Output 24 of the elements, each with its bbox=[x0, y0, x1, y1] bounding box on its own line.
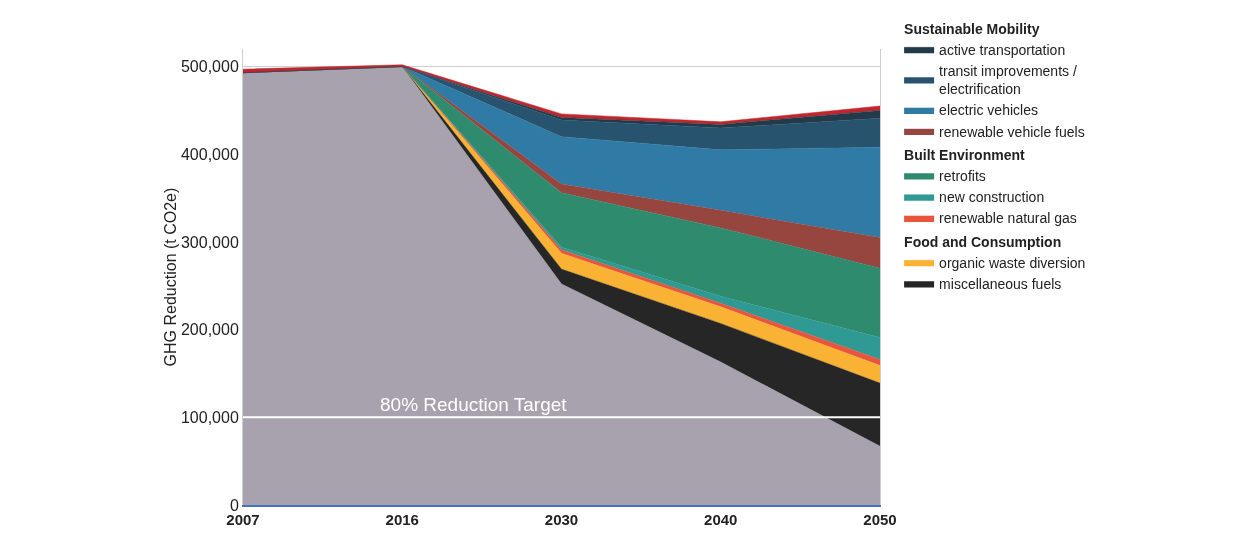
legend-label: renewable natural gas bbox=[939, 210, 1077, 227]
x-tick-label: 2030 bbox=[544, 511, 579, 528]
x-tick-label: 2007 bbox=[226, 511, 260, 528]
legend-label: miscellaneous fuels bbox=[939, 275, 1062, 292]
x-tick-label: 2040 bbox=[704, 511, 738, 528]
y-tick-label: 200,000 bbox=[180, 321, 239, 339]
y-tick-label: 500,000 bbox=[180, 58, 239, 76]
x-tick-label: 2050 bbox=[863, 511, 897, 528]
legend-label: renewable vehicle fuels bbox=[939, 123, 1085, 140]
text: Food and Consumption bbox=[904, 233, 1062, 250]
text: Sustainable Mobility bbox=[904, 20, 1040, 37]
ref-line-label: 80% Reduction Target bbox=[380, 394, 568, 415]
x-tick-label: 2016 bbox=[385, 511, 419, 528]
legend-label: retrofits bbox=[939, 167, 986, 184]
y-tick-label: 100,000 bbox=[180, 408, 239, 426]
y-tick-label: 0 bbox=[229, 496, 239, 514]
text: Built Environment bbox=[904, 146, 1026, 163]
legend-label: active transportation bbox=[939, 41, 1066, 58]
y-tick-label: 300,000 bbox=[180, 233, 239, 251]
y-tick-label: 400,000 bbox=[180, 145, 239, 163]
legend-label: electric vehicles bbox=[939, 102, 1038, 119]
legend-label: new construction bbox=[939, 189, 1045, 206]
y-axis-title: GHG Reduction (t CO2e) bbox=[161, 187, 179, 367]
legend-label: organic waste diversion bbox=[939, 254, 1086, 271]
